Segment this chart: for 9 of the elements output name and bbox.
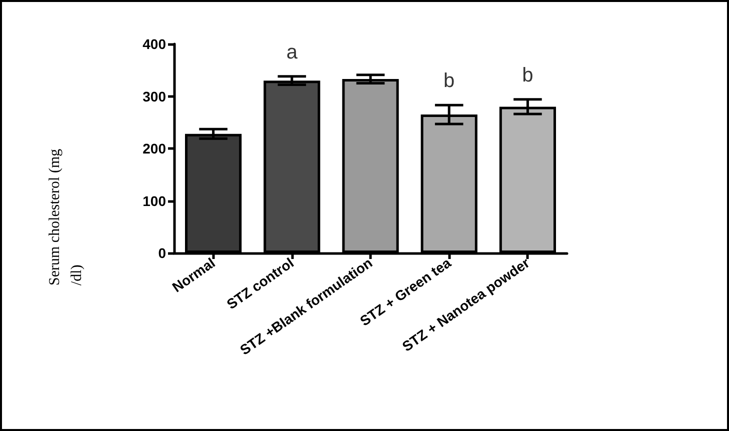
y-tick-label: 400 xyxy=(142,36,166,52)
y-tick-label: 200 xyxy=(142,140,166,156)
annotation: b xyxy=(444,70,455,92)
y-tick-label: 100 xyxy=(142,192,166,209)
annotation: a xyxy=(286,41,298,64)
annotation: b xyxy=(522,64,534,86)
y-tick-label: 0 xyxy=(158,245,166,261)
y-axis-title: Serum cholesterol (mg/dl) xyxy=(47,148,85,286)
y-tick-label: 300 xyxy=(142,88,166,104)
